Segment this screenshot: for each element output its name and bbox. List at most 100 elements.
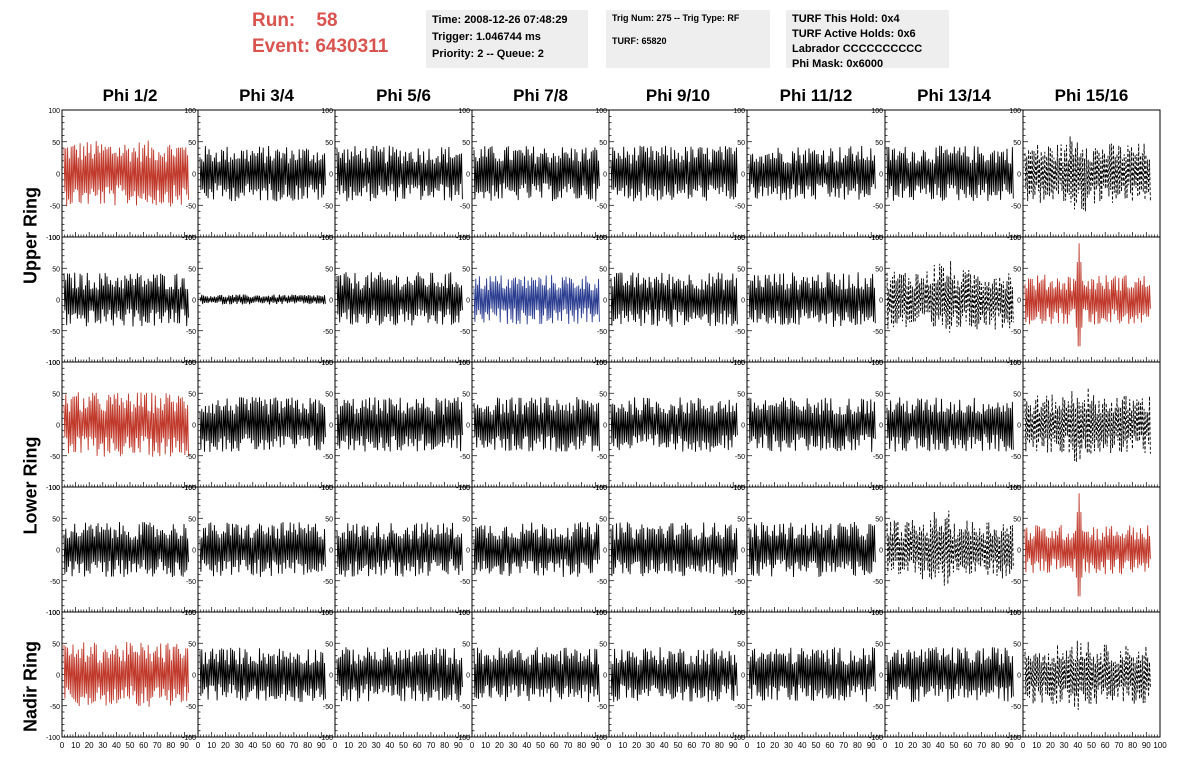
waveform-trace	[748, 272, 876, 327]
y-tick-label: -100	[319, 360, 333, 367]
waveform-trace	[610, 397, 738, 452]
y-tick-label: 0	[741, 172, 745, 179]
x-tick-label: 20	[1046, 741, 1055, 750]
y-tick-label: 0	[329, 172, 333, 179]
x-tick-label: 10	[71, 741, 80, 750]
waveform-trace	[473, 647, 600, 703]
x-tick-label: 90	[1142, 741, 1151, 750]
x-tick-label: 60	[550, 741, 559, 750]
column-header-phi-3-4: Phi 3/4	[239, 86, 294, 105]
x-tick-label: 10	[894, 741, 903, 750]
y-tick-label: 50	[875, 516, 883, 523]
y-tick-label: 100	[1009, 108, 1021, 115]
y-tick-label: 100	[871, 108, 883, 115]
column-header-phi-5-6: Phi 5/6	[376, 86, 431, 105]
waveform-trace	[63, 140, 189, 207]
y-tick-label: 50	[1013, 266, 1021, 273]
y-tick-label: -100	[46, 360, 60, 367]
x-tick-label: 100	[1153, 741, 1167, 750]
y-tick-label: -50	[323, 704, 333, 711]
waveform-trace	[473, 275, 600, 325]
y-tick-label: 50	[325, 516, 333, 523]
column-header-phi-13-14: Phi 13/14	[917, 86, 991, 105]
y-tick-label: 50	[188, 391, 196, 398]
y-tick-label: 100	[458, 235, 470, 242]
y-tick-label: 0	[192, 298, 196, 305]
y-tick-label: -50	[735, 704, 745, 711]
waveform-trace	[610, 647, 738, 702]
event-value: 6430311	[315, 36, 389, 57]
y-tick-label: 0	[56, 298, 60, 305]
waveform-trace	[748, 647, 876, 702]
y-tick-label: 50	[737, 266, 745, 273]
waveform-trace	[1024, 136, 1151, 212]
y-tick-label: 100	[733, 108, 745, 115]
y-tick-label: 0	[1017, 172, 1021, 179]
x-tick-label: 0	[333, 741, 338, 750]
y-tick-label: -100	[593, 610, 607, 617]
y-tick-label: -100	[46, 610, 60, 617]
phi-mask-text: Phi Mask: 0x6000	[792, 58, 884, 70]
y-tick-label: -50	[1011, 329, 1021, 336]
x-tick-label: 40	[385, 741, 394, 750]
waveform-trace	[199, 294, 326, 305]
y-tick-label: -100	[46, 735, 60, 742]
waveform-trace	[886, 510, 1014, 586]
y-tick-label: 0	[56, 172, 60, 179]
y-tick-label: -100	[319, 610, 333, 617]
x-tick-label: 50	[262, 741, 271, 750]
y-tick-label: 0	[1017, 298, 1021, 305]
y-tick-label: 50	[1013, 641, 1021, 648]
y-tick-label: 50	[188, 516, 196, 523]
x-tick-label: 70	[1114, 741, 1123, 750]
y-tick-label: -100	[1007, 610, 1021, 617]
trig-text: Trig Num: 275 -- Trig Type: RF	[612, 13, 740, 23]
run-event-header: Run: 58 Event: 6430311	[252, 8, 422, 68]
y-tick-label: -50	[1011, 203, 1021, 210]
x-tick-label: 80	[303, 741, 312, 750]
y-tick-label: 100	[733, 360, 745, 367]
x-tick-label: 80	[853, 741, 862, 750]
y-tick-label: 0	[56, 548, 60, 555]
y-tick-label: 50	[737, 641, 745, 648]
x-tick-label: 30	[784, 741, 793, 750]
x-tick-label: 70	[839, 741, 848, 750]
y-tick-label: 50	[325, 641, 333, 648]
y-tick-label: 50	[737, 391, 745, 398]
y-tick-label: 50	[52, 391, 60, 398]
y-tick-label: 100	[733, 485, 745, 492]
x-tick-label: 10	[1032, 741, 1041, 750]
y-tick-label: 0	[741, 548, 745, 555]
y-tick-label: -100	[1007, 735, 1021, 742]
y-tick-label: -50	[1011, 454, 1021, 461]
x-tick-label: 20	[495, 741, 504, 750]
y-tick-label: 0	[603, 423, 607, 430]
y-tick-label: -50	[735, 454, 745, 461]
y-tick-label: 100	[321, 108, 333, 115]
y-tick-label: 50	[52, 516, 60, 523]
y-tick-label: 100	[595, 485, 607, 492]
x-tick-label: 20	[85, 741, 94, 750]
y-tick-label: 0	[741, 673, 745, 680]
y-tick-label: -100	[869, 485, 883, 492]
y-tick-label: 50	[599, 140, 607, 147]
turf-active-text: TURF Active Holds: 0x6	[792, 28, 916, 40]
y-tick-label: 100	[595, 235, 607, 242]
y-tick-label: -100	[593, 235, 607, 242]
waveform-trace	[1024, 640, 1151, 710]
y-tick-label: 100	[48, 108, 60, 115]
x-tick-label: 40	[936, 741, 945, 750]
y-tick-label: 0	[329, 298, 333, 305]
x-tick-label: 30	[1060, 741, 1069, 750]
y-tick-label: -50	[1011, 579, 1021, 586]
waveform-trace	[199, 522, 326, 577]
y-tick-label: 50	[188, 641, 196, 648]
waveform-trace	[473, 396, 600, 452]
x-tick-label: 10	[756, 741, 765, 750]
x-tick-label: 0	[745, 741, 750, 750]
y-tick-label: 100	[458, 610, 470, 617]
y-tick-label: 100	[733, 235, 745, 242]
y-tick-label: -100	[731, 235, 745, 242]
y-tick-label: -100	[869, 360, 883, 367]
x-tick-label: 80	[577, 741, 586, 750]
